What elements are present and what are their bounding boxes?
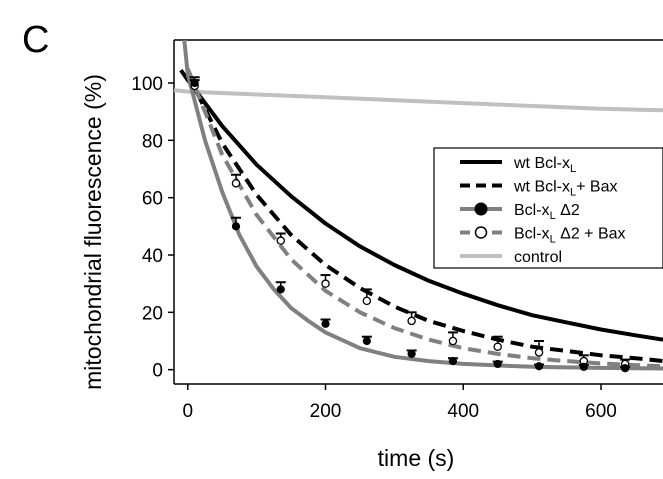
data-point [276,285,285,294]
legend-label: control [514,249,562,266]
data-point [321,319,330,328]
data-point [534,362,544,371]
data-point [362,296,372,306]
legend-label: wt Bcl-xL [513,155,576,175]
series-line [174,88,663,113]
plot-area: 0 20 40 60 80 100 0 200 400 600 wt Bcl-xL wt Bcl-xL… [131,39,663,422]
x-tick-label: 200 [310,401,342,422]
panel-letter: C [22,19,49,61]
data-point [407,316,416,326]
x-tick-label: 600 [585,401,617,422]
data-point [448,336,458,346]
y-axis-title: mitochondrial fluorescence (%) [80,74,106,390]
y-tick-label: 100 [131,74,163,95]
data-point [231,222,241,231]
series-line [182,40,663,371]
data-point [493,359,502,369]
y-tick-label: 60 [142,189,163,210]
data-point [534,348,544,357]
series-line [185,67,663,369]
data-point [621,364,630,373]
y-tick-label: 20 [142,303,163,324]
data-point [579,362,588,371]
data-point [321,279,330,288]
legend-marker [474,226,488,239]
legend-label: wt Bcl-xL+ Bax [513,179,617,199]
x-axis-title: time (s) [378,445,455,471]
legend-marker [474,202,488,216]
legend-label: Bcl-xL Δ2 [514,202,580,222]
y-tick-label: 40 [142,246,163,267]
x-tick-label: 0 [182,401,193,422]
x-tick-label: 400 [447,401,479,422]
data-point [231,179,241,188]
y-tick-label: 0 [152,361,163,382]
data-point [190,78,199,88]
data-point [362,336,371,346]
data-point [448,356,458,366]
legend-label: Bcl-xL Δ2 + Bax [514,226,626,246]
y-tick-label: 80 [142,131,163,152]
data-layer [174,40,663,373]
series-line [179,68,663,342]
data-point [493,342,502,351]
data-point [407,349,416,358]
data-point [276,236,286,245]
